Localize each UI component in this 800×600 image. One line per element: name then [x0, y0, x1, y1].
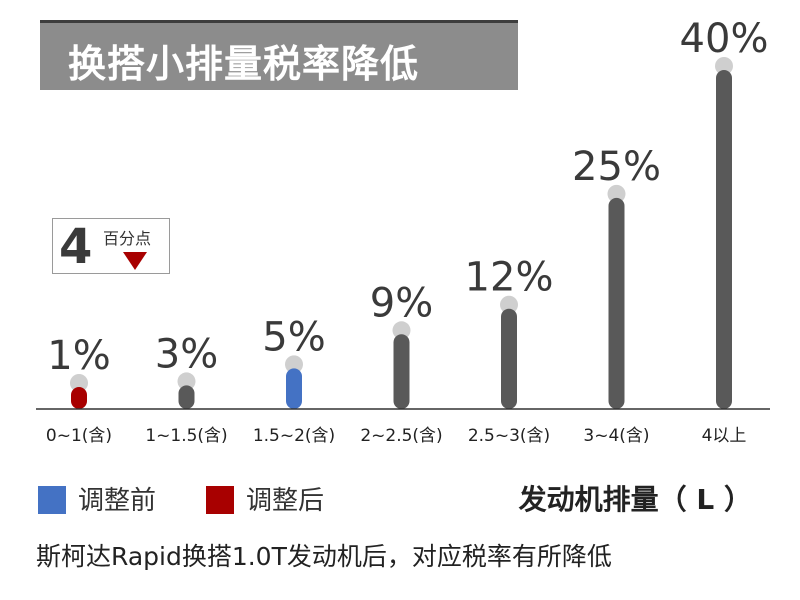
legend-label-before: 调整前	[78, 486, 157, 516]
down-arrow-icon	[123, 252, 147, 270]
x-tick-label: 1~1.5(含)	[145, 426, 227, 446]
bar-cap	[607, 184, 626, 203]
bar-cap	[177, 372, 196, 391]
bar	[608, 197, 625, 409]
x-tick-label: 1.5~2(含)	[253, 426, 335, 446]
reduction-badge: 4 百分点	[52, 218, 170, 275]
x-tick-label: 3~4(含)	[583, 426, 649, 446]
x-tick-label: 4以上	[702, 426, 747, 446]
caption: 斯柯达Rapid换搭1.0T发动机后，对应税率有所降低	[36, 542, 612, 571]
chart-title: 换搭小排量税率降低	[68, 42, 420, 86]
legend-label-after: 调整后	[246, 486, 325, 516]
title-bar: 换搭小排量税率降低	[40, 20, 518, 90]
bar-cap	[715, 57, 733, 75]
bar	[286, 368, 302, 409]
bar-cap	[70, 374, 88, 392]
bar	[393, 334, 410, 409]
bar-cap	[500, 295, 518, 314]
data-label: 12%	[465, 255, 554, 301]
bar	[178, 385, 195, 409]
bar-cap	[285, 355, 303, 374]
data-label: 40%	[680, 16, 769, 62]
legend-swatch-after	[206, 486, 234, 514]
bar	[71, 387, 87, 409]
bar-cap	[392, 321, 411, 340]
badge-unit: 百分点	[103, 229, 152, 248]
x-axis-label: 发动机排量（ L ）	[518, 483, 752, 516]
x-tick-label: 2.5~3(含)	[468, 426, 550, 446]
data-label: 25%	[572, 144, 661, 190]
bar	[501, 308, 517, 409]
x-tick-label: 2~2.5(含)	[360, 426, 442, 446]
data-label: 3%	[155, 331, 218, 377]
data-label: 1%	[47, 333, 110, 379]
data-label: 9%	[370, 280, 433, 326]
badge-value: 4	[59, 219, 93, 275]
legend-swatch-before	[38, 486, 66, 514]
bar	[716, 70, 732, 409]
data-label: 5%	[262, 314, 325, 360]
x-tick-label: 0~1(含)	[46, 426, 112, 446]
